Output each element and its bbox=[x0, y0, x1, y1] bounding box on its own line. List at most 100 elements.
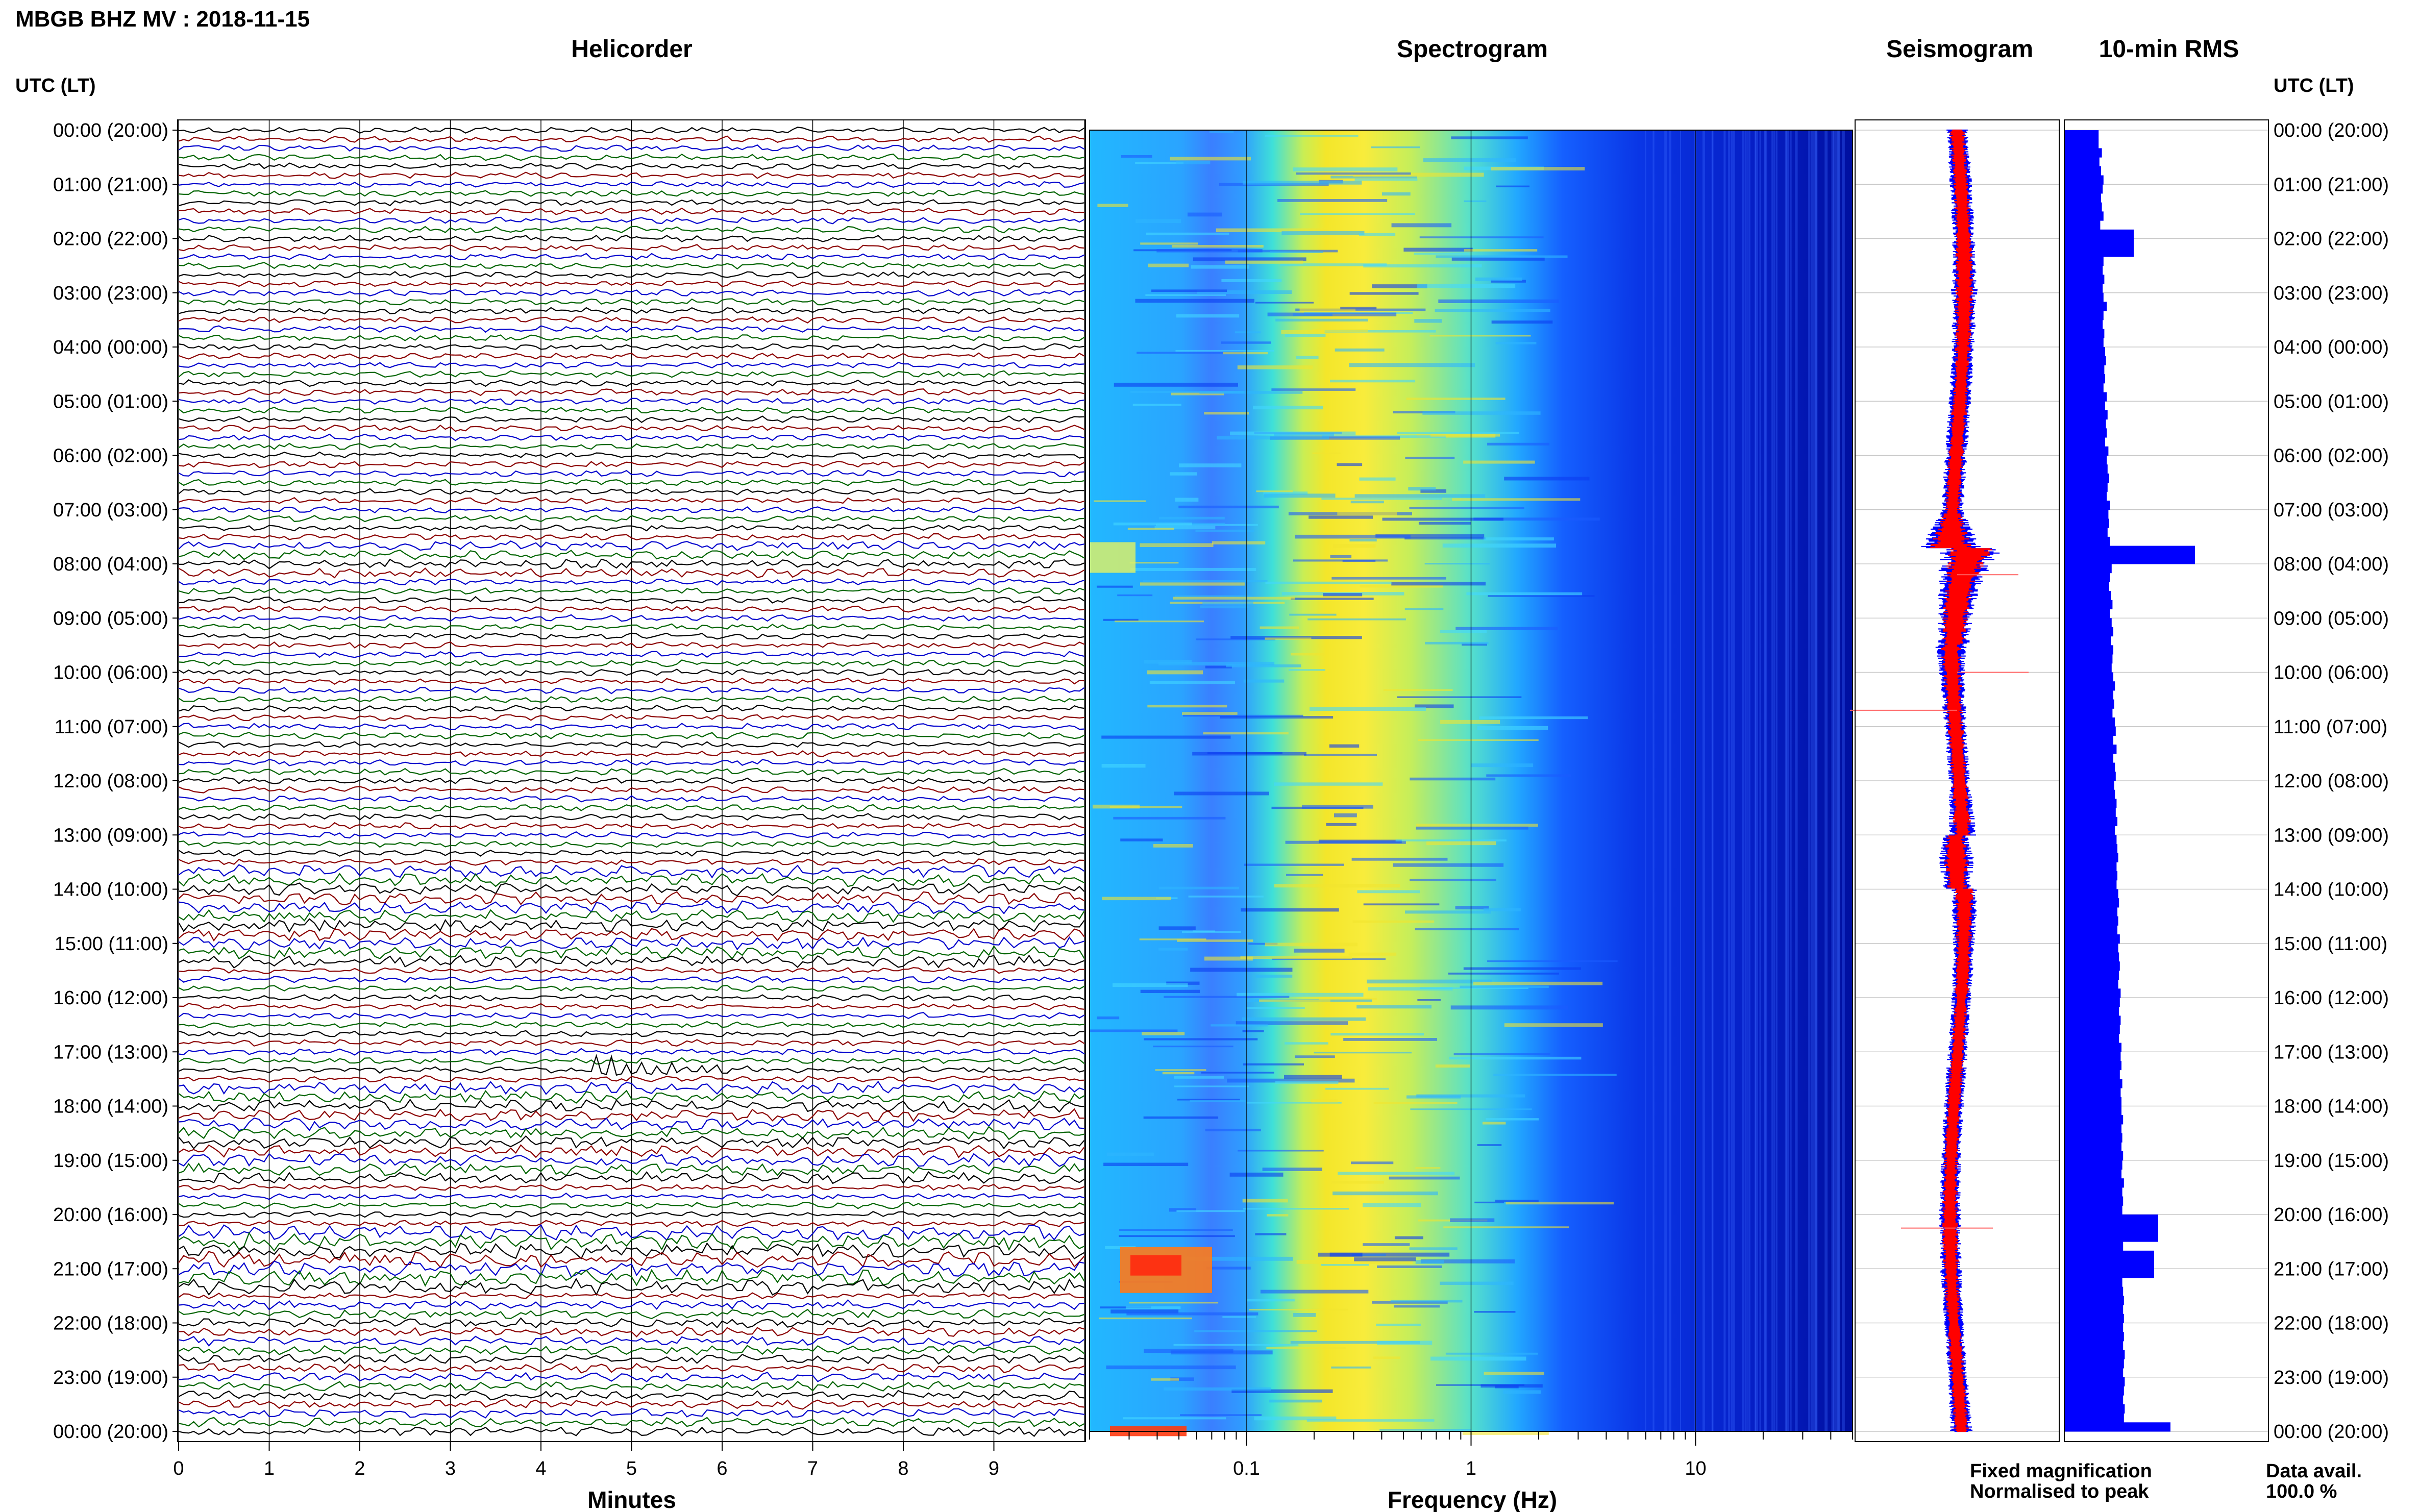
spectrogram-texture bbox=[1300, 213, 1416, 215]
rms-bar bbox=[2064, 455, 2107, 465]
rms-bar bbox=[2064, 1259, 2154, 1269]
spectrogram-texture bbox=[1415, 1260, 1444, 1264]
helicorder-trace bbox=[178, 1144, 1085, 1158]
helicorder-trace bbox=[178, 831, 1085, 839]
spectrogram-texture bbox=[1491, 320, 1553, 324]
rms-bar bbox=[2064, 988, 2121, 998]
helicorder-trace bbox=[178, 479, 1085, 486]
helicorder-trace bbox=[178, 461, 1085, 468]
spectrogram-texture bbox=[1169, 1208, 1197, 1212]
spectrogram-texture bbox=[1103, 1162, 1189, 1167]
spectrogram-texture bbox=[1113, 983, 1188, 987]
time-label-left: 02:00 (22:00) bbox=[53, 229, 168, 250]
spectrogram-texture bbox=[1333, 544, 1376, 548]
spectrogram-texture bbox=[1404, 608, 1444, 610]
spectrogram-texture bbox=[1314, 1052, 1412, 1054]
time-label-right: 02:00 (22:00) bbox=[2274, 229, 2389, 250]
helicorder-trace bbox=[178, 451, 1085, 459]
helicorder-trace bbox=[178, 216, 1085, 225]
minutes-axis-label: Minutes bbox=[587, 1486, 676, 1512]
spectrogram-texture bbox=[1405, 457, 1455, 459]
rms-bar bbox=[2064, 844, 2117, 854]
helicorder-trace bbox=[178, 1048, 1085, 1056]
spectrogram-texture bbox=[1265, 637, 1312, 640]
spectrogram-texture bbox=[1466, 592, 1583, 596]
minute-tick-label: 7 bbox=[807, 1458, 818, 1479]
time-label-right: 01:00 (21:00) bbox=[2274, 174, 2389, 195]
helicorder-trace bbox=[178, 189, 1085, 197]
spectrogram-texture bbox=[1203, 732, 1289, 735]
helicorder-trace bbox=[178, 1039, 1085, 1047]
spectrogram-texture bbox=[1351, 857, 1448, 861]
spectrogram-texture bbox=[1238, 250, 1338, 253]
rms-bar bbox=[2064, 573, 2110, 582]
helicorder-trace bbox=[178, 714, 1085, 722]
rms-frame bbox=[2064, 119, 2269, 1442]
spectrogram-texture bbox=[1445, 1352, 1538, 1355]
helicorder-trace bbox=[178, 558, 1085, 569]
spectrogram-texture bbox=[1482, 1122, 1506, 1125]
helicorder-trace bbox=[178, 1390, 1085, 1401]
spectrogram-texture bbox=[1331, 1181, 1384, 1184]
spectrogram-texture bbox=[1837, 130, 1840, 1431]
spectrogram-texture bbox=[1304, 754, 1377, 756]
helicorder-trace bbox=[178, 334, 1085, 341]
spectrogram-texture bbox=[1140, 543, 1214, 548]
time-label-left: 14:00 (10:00) bbox=[53, 879, 168, 901]
rms-bar bbox=[2064, 157, 2100, 167]
spectrogram-texture bbox=[1182, 714, 1303, 717]
rms-bar bbox=[2064, 546, 2195, 555]
helicorder-trace bbox=[178, 226, 1085, 234]
spectrogram-texture bbox=[1426, 841, 1496, 846]
spectrogram-texture bbox=[1422, 411, 1541, 415]
rms-bar bbox=[2064, 816, 2117, 827]
spectrogram-texture bbox=[1455, 627, 1558, 631]
spectrogram-texture bbox=[1100, 1306, 1151, 1309]
helicorder-trace bbox=[178, 578, 1085, 586]
spectrogram-texture bbox=[1096, 585, 1133, 588]
spectrogram-texture bbox=[1221, 279, 1282, 282]
spectrogram-texture bbox=[1130, 390, 1244, 393]
rms-bar bbox=[2064, 636, 2111, 646]
rms-bar bbox=[2064, 853, 2118, 862]
helicorder-trace bbox=[178, 1353, 1085, 1365]
helicorder-title: Helicorder bbox=[571, 36, 692, 63]
helicorder-trace bbox=[178, 759, 1085, 766]
spectrogram-texture bbox=[1241, 908, 1339, 912]
time-label-right: 17:00 (13:00) bbox=[2274, 1042, 2389, 1063]
spectrogram-texture bbox=[1248, 943, 1278, 945]
spectrogram-texture bbox=[1211, 1024, 1268, 1027]
helicorder-trace bbox=[178, 533, 1085, 541]
spectrogram-texture bbox=[1373, 1102, 1458, 1104]
rms-bar bbox=[2064, 428, 2107, 438]
helicorder-trace bbox=[178, 891, 1085, 906]
helicorder-trace bbox=[178, 777, 1085, 784]
spectrogram-texture bbox=[1172, 244, 1264, 248]
spectrogram-texture bbox=[1155, 1069, 1206, 1071]
spectrogram-texture bbox=[1289, 613, 1337, 616]
spectrogram-texture bbox=[1363, 264, 1482, 268]
spectrogram-texture bbox=[1415, 704, 1454, 708]
spectrogram-texture bbox=[1334, 813, 1357, 817]
rms-bar bbox=[2064, 166, 2101, 176]
rms-bar bbox=[2064, 1413, 2124, 1423]
rms-bar bbox=[2064, 1133, 2122, 1143]
time-label-right: 05:00 (01:00) bbox=[2274, 391, 2389, 412]
spectrogram-texture bbox=[1156, 249, 1263, 253]
rms-bar bbox=[2064, 645, 2113, 655]
spectrogram-texture bbox=[1354, 1257, 1416, 1261]
spectrogram-texture bbox=[1291, 653, 1325, 656]
spectrogram-texture bbox=[1173, 597, 1295, 600]
helicorder-trace bbox=[178, 705, 1085, 712]
rms-bar bbox=[2064, 410, 2108, 420]
helicorder-trace bbox=[178, 732, 1085, 739]
rms-bar bbox=[2064, 627, 2113, 637]
spectrogram-texture bbox=[1440, 630, 1487, 633]
spectrogram-texture bbox=[1331, 1366, 1371, 1369]
spectrogram-texture bbox=[1337, 463, 1363, 466]
spectrogram-texture bbox=[1418, 522, 1471, 525]
spectrogram-texture bbox=[1321, 498, 1443, 500]
spectrogram-texture bbox=[1795, 130, 1798, 1431]
spectrogram-texture bbox=[1237, 993, 1364, 997]
spectrogram-texture bbox=[1420, 489, 1447, 493]
